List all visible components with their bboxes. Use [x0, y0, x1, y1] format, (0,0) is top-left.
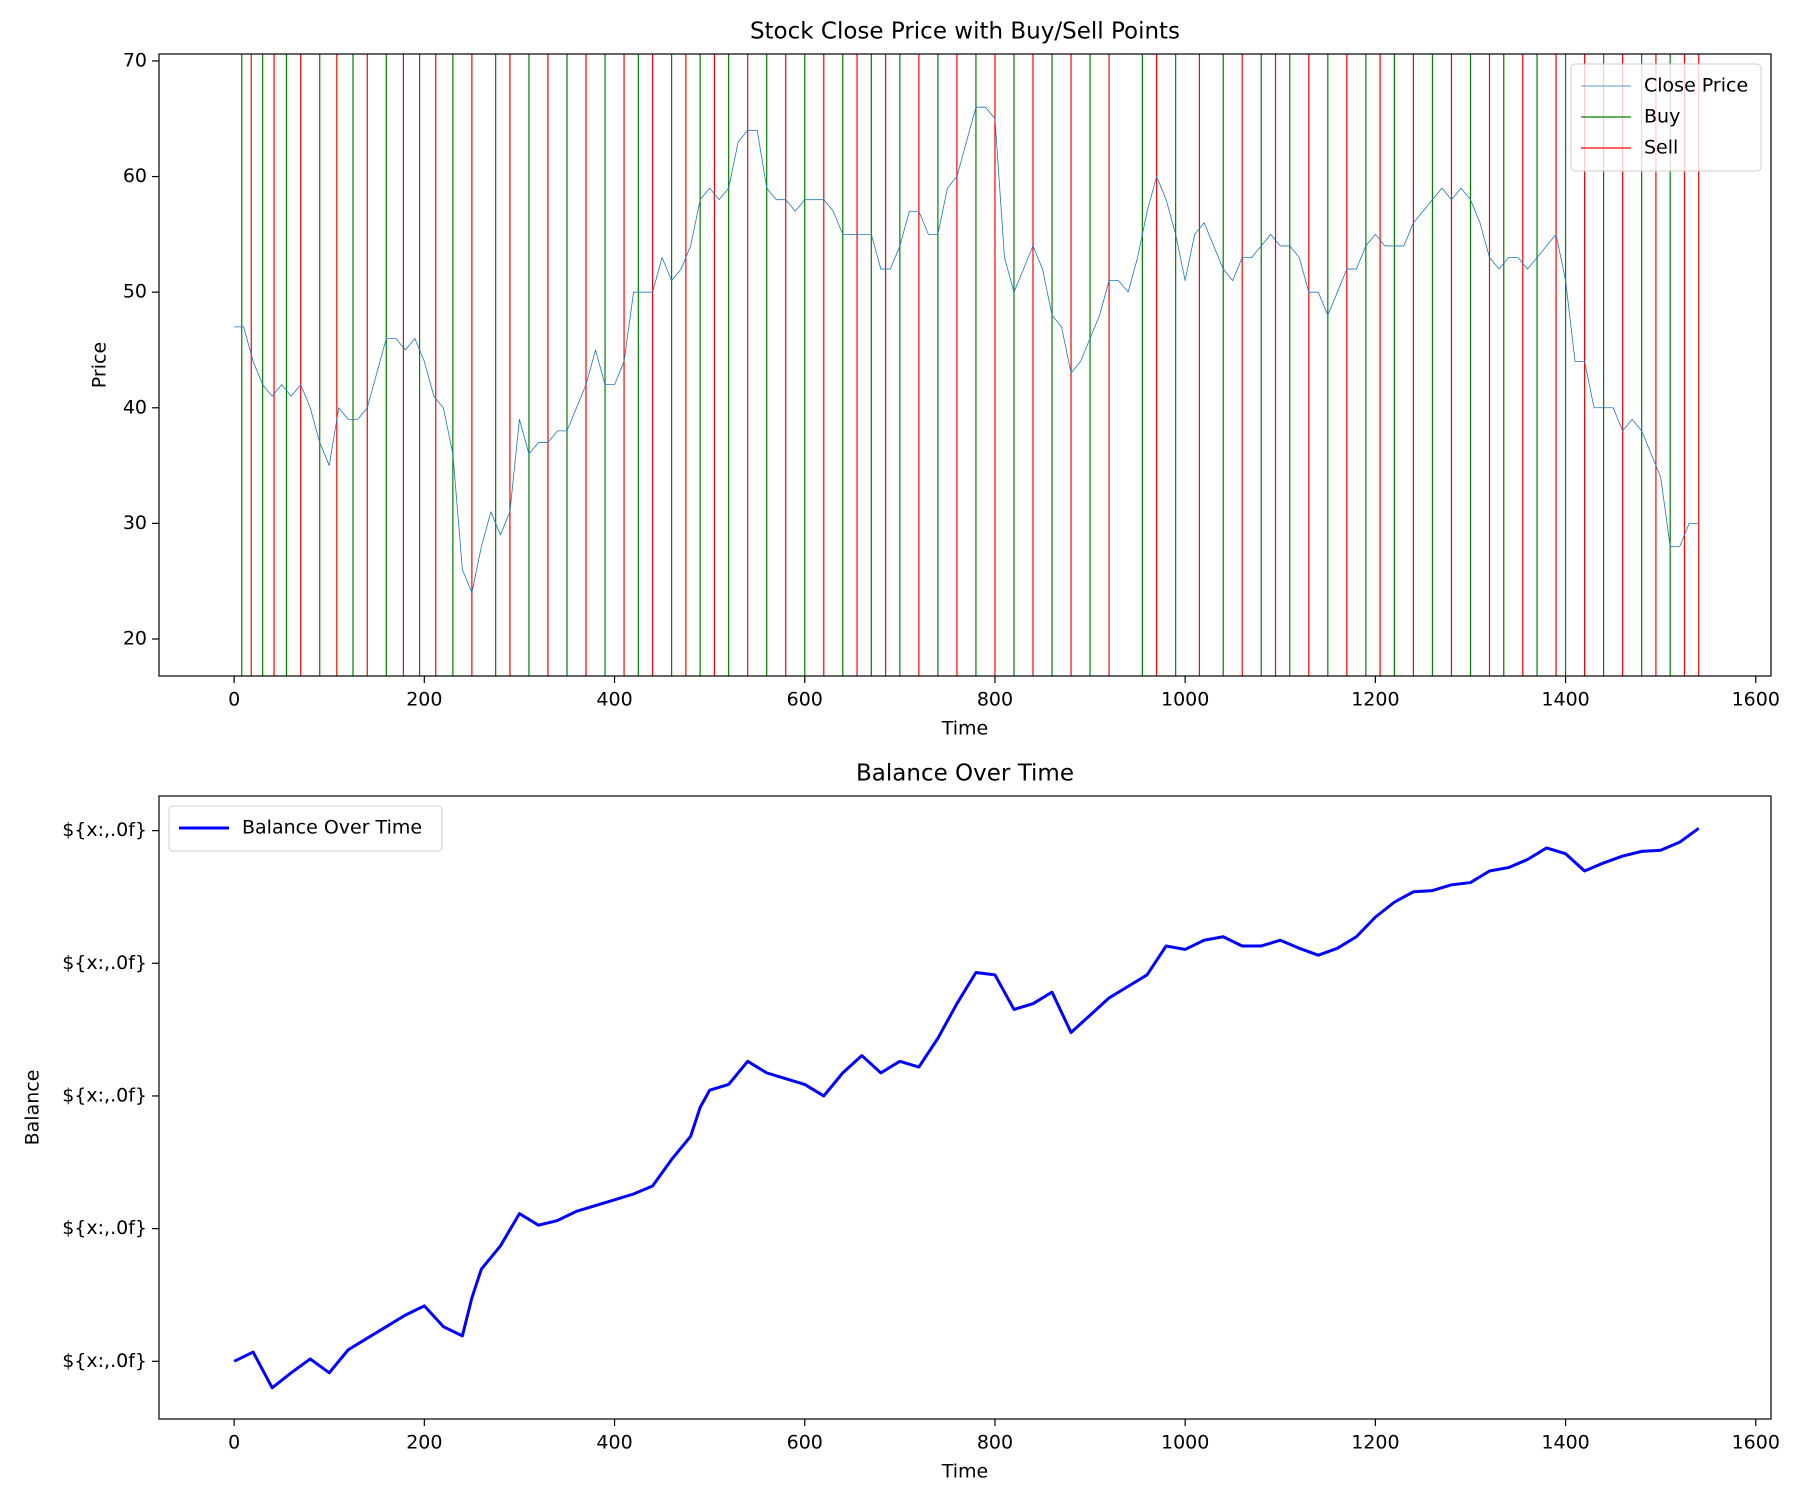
legend-label: Close Price	[1644, 75, 1748, 97]
y-tick-label: ${x:,.0f}	[62, 1217, 147, 1239]
y-axis-label: Balance	[22, 1070, 44, 1146]
series-line	[233, 827, 1700, 1390]
y-tick-label: 20	[123, 628, 147, 650]
series-line	[234, 106, 1699, 594]
legend-label: Balance Over Time	[242, 817, 422, 839]
x-tick-label: 800	[977, 689, 1013, 711]
x-tick-label: 0	[228, 689, 240, 711]
y-tick-label: 70	[123, 49, 147, 71]
x-axis-label: Time	[941, 718, 989, 740]
legend-box	[1570, 63, 1762, 172]
plot-area	[233, 827, 1700, 1390]
plot-area	[234, 54, 1700, 676]
legend-label: Sell	[1644, 137, 1678, 159]
x-tick-label: 600	[787, 689, 823, 711]
chart-title: Stock Close Price with Buy/Sell Points	[750, 19, 1180, 45]
x-tick-label: 200	[406, 689, 442, 711]
y-tick-label: ${x:,.0f}	[62, 1350, 147, 1372]
x-tick-label: 1200	[1351, 1432, 1399, 1454]
axes-frame	[158, 795, 1772, 1420]
x-tick-label: 0	[228, 1432, 240, 1454]
y-tick-label: 50	[123, 281, 147, 303]
x-tick-label: 1000	[1161, 689, 1209, 711]
x-tick-label: 1000	[1161, 1432, 1209, 1454]
y-tick-label: ${x:,.0f}	[62, 952, 147, 974]
x-tick-label: 400	[596, 1432, 632, 1454]
x-tick-label: 600	[787, 1432, 823, 1454]
x-tick-label: 1600	[1732, 689, 1780, 711]
y-tick-label: 60	[123, 165, 147, 187]
y-tick-label: ${x:,.0f}	[62, 819, 147, 841]
x-tick-label: 1400	[1541, 1432, 1589, 1454]
x-tick-label: 200	[406, 1432, 442, 1454]
axes-frame	[158, 53, 1772, 677]
x-tick-label: 800	[977, 1432, 1013, 1454]
x-tick-label: 1600	[1732, 1432, 1780, 1454]
y-tick-label: 40	[123, 396, 147, 418]
y-tick-label: 30	[123, 512, 147, 534]
legend-label: Buy	[1644, 106, 1680, 128]
x-tick-label: 1200	[1351, 689, 1399, 711]
y-tick-label: ${x:,.0f}	[62, 1084, 147, 1106]
x-tick-label: 1400	[1541, 689, 1589, 711]
y-axis-label: Price	[89, 342, 111, 388]
x-tick-label: 400	[596, 689, 632, 711]
legend-box	[168, 805, 443, 852]
x-axis-label: Time	[941, 1461, 989, 1483]
chart-title: Balance Over Time	[856, 761, 1074, 787]
